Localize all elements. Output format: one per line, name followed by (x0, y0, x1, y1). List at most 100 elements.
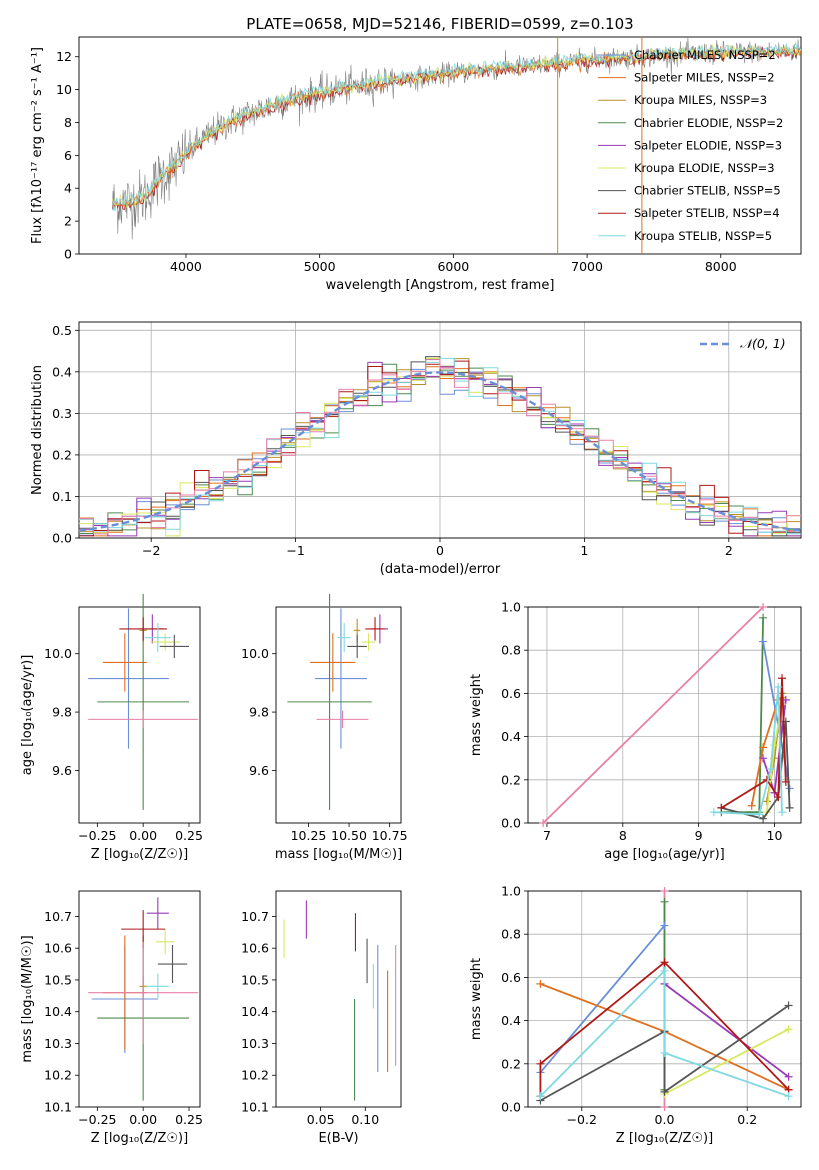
y-tick-label: 10.1 (241, 1100, 269, 1115)
y-tick-label: 1.0 (501, 600, 521, 615)
x-tick-label: 10 (767, 828, 783, 843)
y-tick-label: 10.5 (241, 972, 269, 987)
chart-title: PLATE=0658, MJD=52146, FIBERID=0599, z=0… (246, 15, 633, 33)
legend-entry: Kroupa ELODIE, NSSP=3 (634, 161, 775, 175)
weight-marker (766, 765, 775, 773)
y-tick-label: 0.1 (52, 489, 72, 504)
y-tick-label: 0.8 (501, 643, 521, 658)
weight-marker (709, 808, 718, 817)
axes-frame (78, 321, 802, 539)
x-axis-label: Z [log₁₀(Z/Z☉)] (91, 1131, 188, 1146)
x-tick-label: 0.10 (351, 1112, 379, 1127)
y-tick-label: 0.0 (52, 531, 72, 546)
panel-spectrum: 4000 5000 6000 7000 8000 0 2 4 6 8 10 12 wavelength … (30, 15, 802, 293)
x-tick-label: −2 (142, 543, 160, 558)
y-tick-label: 10.2 (44, 1068, 72, 1083)
x-tick-label: 0.0 (655, 1112, 675, 1127)
panel-mass-vs-Z: −0.25 0.00 0.25 10.1 10.2 10.3 10.4 10.5 10.6 10.… (20, 890, 203, 1146)
weight-marker (717, 803, 726, 812)
y-tick-label: 10.6 (241, 941, 269, 956)
y-tick-label: 10 (56, 82, 72, 97)
axes-frame (78, 606, 201, 824)
y-tick-label: 9.8 (249, 705, 269, 720)
weight-marker (759, 603, 768, 611)
weight-line (539, 961, 790, 1097)
y-tick-label: 12 (56, 49, 72, 64)
model-spectrum (112, 46, 801, 208)
residual-histogram (79, 368, 801, 536)
y-tick-label: 0.2 (501, 1056, 521, 1071)
y-tick-label: 8 (64, 115, 72, 130)
y-tick-label: 10.7 (44, 909, 72, 924)
weight-marker (660, 921, 669, 930)
weight-marker (660, 958, 669, 967)
y-tick-label: 10.4 (44, 1004, 72, 1019)
panel-mass-vs-EBV: 0.05 0.10 10.1 10.2 10.3 10.4 10.5 10.6 10.7 E(B-… (241, 890, 402, 1146)
y-tick-label: 0 (64, 247, 72, 262)
weight-marker (536, 1092, 545, 1101)
y-tick-label: 0.2 (501, 772, 521, 787)
x-tick-label: 9 (695, 828, 703, 843)
weight-marker (759, 754, 768, 763)
y-tick-label: 2 (64, 214, 72, 229)
weight-line (750, 696, 783, 806)
y-tick-label: 0.8 (501, 927, 521, 942)
y-tick-label: 0.2 (52, 447, 72, 462)
x-tick-label: 6000 (437, 259, 469, 274)
weight-marker (785, 803, 794, 812)
x-tick-label: 4000 (170, 259, 202, 274)
weight-marker (759, 613, 768, 622)
weight-marker (539, 819, 548, 827)
x-tick-label: 8000 (705, 259, 737, 274)
y-tick-label: 6 (64, 148, 72, 163)
x-tick-label: 1 (580, 543, 588, 558)
y-tick-label: 1.0 (501, 884, 521, 899)
y-axis-label: Normed distribution (30, 365, 45, 495)
y-tick-label: 10.0 (44, 646, 72, 661)
axes-frame (78, 36, 802, 255)
y-tick-label: 0.0 (501, 816, 521, 831)
axes-frame (275, 890, 402, 1108)
x-tick-label: −0.25 (78, 828, 116, 843)
x-tick-label: 0.2 (737, 1112, 757, 1127)
panel-age-vs-Z: −0.25 0.00 0.25 9.6 9.8 10.0 Z [log₁₀(Z/Z☉)] ag… (20, 593, 203, 862)
y-axis-label: Flux [fλ10⁻¹⁷ erg cm⁻² s⁻¹ A⁻¹] (30, 47, 45, 244)
weight-marker (660, 1049, 669, 1057)
x-tick-label: 0 (436, 543, 444, 558)
legend-entry: Salpeter ELODIE, NSSP=3 (634, 138, 782, 152)
weight-line (663, 983, 790, 1078)
legend-entry: 𝒩(0, 1) (740, 336, 786, 351)
x-axis-label: mass [log₁₀(M/M☉)] (275, 847, 402, 862)
weight-marker (784, 1001, 793, 1010)
weight-marker (747, 801, 756, 810)
y-tick-label: 10.6 (44, 941, 72, 956)
weight-marker (784, 1072, 793, 1081)
y-tick-label: 0.3 (52, 406, 72, 421)
y-tick-label: 0.5 (52, 323, 72, 338)
y-tick-label: 10.4 (241, 1004, 269, 1019)
weight-line (664, 1028, 790, 1095)
x-tick-label: 10.25 (291, 828, 327, 843)
weight-marker (660, 1103, 669, 1111)
x-tick-label: 0.00 (129, 1112, 157, 1127)
weight-marker (536, 1059, 545, 1068)
y-tick-label: 10.2 (241, 1068, 269, 1083)
y-tick-label: 0.0 (501, 1100, 521, 1115)
x-tick-label: 7 (543, 828, 551, 843)
model-spectrum (111, 41, 801, 212)
weight-marker (759, 743, 768, 752)
weight-marker (660, 887, 669, 895)
y-tick-label: 0.6 (501, 686, 521, 701)
weight-marker (774, 682, 783, 691)
weight-marker (536, 979, 545, 988)
y-tick-label: 0.6 (501, 970, 521, 985)
x-tick-label: 10.50 (331, 828, 367, 843)
weight-marker (762, 797, 771, 806)
y-tick-label: 0.4 (52, 364, 72, 379)
y-tick-label: 4 (64, 181, 72, 196)
legend-entry: Salpeter MILES, NSSP=2 (634, 71, 775, 85)
x-tick-label: 10.75 (372, 828, 408, 843)
y-axis-label: mass weight (469, 674, 484, 756)
weight-line (539, 1004, 790, 1102)
x-tick-label: 2 (725, 543, 733, 558)
